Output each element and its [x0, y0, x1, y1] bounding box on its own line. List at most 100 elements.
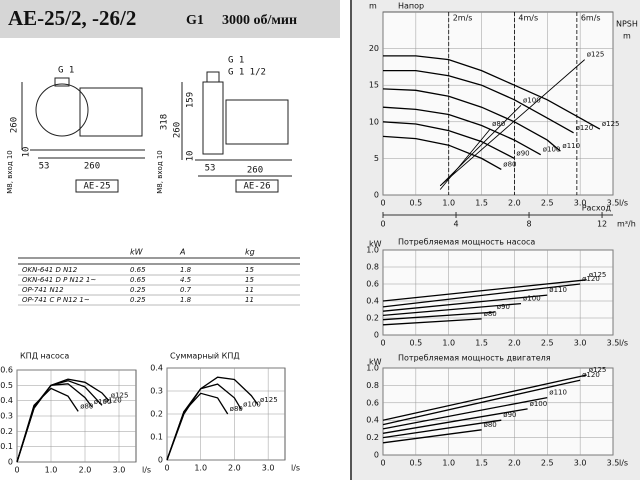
curve [382, 396, 548, 430]
y-tick-label: 0.3 [0, 412, 13, 421]
label-box [235, 179, 279, 193]
y-tick-label: 0 [374, 451, 379, 460]
curve-label: ø100 [530, 400, 548, 408]
x-tick-label: 2.5 [541, 199, 554, 208]
x-axis-label: l/s [619, 339, 628, 348]
y-tick-label: 0.6 [366, 280, 379, 289]
dim-length: 260 [247, 166, 263, 176]
x-tick-label: 3.0 [574, 339, 587, 348]
curve [382, 135, 502, 170]
y-tick-label: 0.2 [366, 433, 379, 442]
curve [382, 294, 548, 312]
dim-base: 10 [22, 147, 32, 158]
curve [166, 392, 229, 461]
y-tick-label: 20 [369, 44, 379, 53]
x-tick-label: 3.0 [262, 464, 275, 473]
y-tick-label: 0 [158, 456, 163, 465]
y-tick-label: 15 [369, 81, 379, 90]
chart-title: Напор [398, 2, 424, 11]
x-tick-label: 2.0 [79, 466, 92, 475]
x-tick-label: 1.0 [442, 339, 455, 348]
table-cell: 0.65 [130, 266, 146, 274]
y-tick-label: 0 [374, 191, 379, 200]
y-tick-label: 0.2 [150, 410, 163, 419]
table-cell: OKN-641 D N12 [22, 266, 78, 274]
x-tick-label: 0 [380, 199, 385, 208]
dim-top: 159 [186, 92, 196, 108]
outlet [206, 71, 220, 83]
dim-base: 10 [186, 151, 196, 162]
x-tick-label: 1.5 [475, 339, 488, 348]
dim-length: 260 [84, 162, 100, 172]
x-tick-label: 2.5 [541, 339, 554, 348]
table-cell: 11 [245, 286, 254, 294]
curve [382, 311, 495, 321]
label-box [75, 179, 119, 193]
table-header: kg [245, 248, 255, 257]
curve [382, 374, 587, 421]
curve [166, 376, 259, 461]
dim-height: 318 [160, 114, 170, 130]
y-tick-label: 0.4 [150, 364, 163, 373]
x-tick-label: 0.5 [409, 339, 422, 348]
x-tick-label: 0 [380, 339, 385, 348]
x2-tick-label: 0 [380, 220, 385, 229]
curve [439, 59, 585, 187]
drawing-ae25: G 1 260 10 53 260 M8, вход 10 AE-25 [6, 66, 145, 194]
curve [382, 283, 581, 308]
curve-label: ø80 [503, 160, 516, 168]
x-tick-label: 1.5 [475, 199, 488, 208]
curve-label: ø120 [576, 124, 594, 132]
curve-label: ø120 [582, 275, 600, 283]
velocity-label: 4m/s [518, 14, 538, 23]
dim-offset: 53 [205, 164, 216, 174]
curve [382, 419, 502, 439]
x-tick-label: 3.5 [607, 199, 620, 208]
header-connection: G1 [186, 13, 204, 28]
curve-label: ø110 [549, 389, 567, 397]
chart-title: Потребляемая мощность насоса [398, 238, 535, 247]
outlet-label: G 1 1/2 [228, 68, 266, 78]
table-cell: 1.8 [180, 296, 192, 304]
x-tick-label: 3.0 [574, 199, 587, 208]
x2-tick-label: 12 [597, 220, 607, 229]
x-tick-label: 2.0 [508, 459, 521, 468]
y-tick-label: 0.8 [366, 263, 379, 272]
inlet [54, 77, 70, 87]
motor [79, 87, 143, 137]
x2-tick-label: 4 [453, 220, 458, 229]
curve-label: ø125 [111, 392, 129, 400]
y-tick-label: 10 [369, 117, 379, 126]
curve-label: ø110 [562, 142, 580, 150]
y-tick-label: 0.2 [366, 314, 379, 323]
y-tick-label: 5 [374, 154, 379, 163]
table-header: kW [130, 248, 144, 257]
curve [382, 318, 482, 326]
curve-label: ø110 [549, 286, 567, 294]
curve [382, 88, 561, 152]
y-tick-label: 0 [374, 331, 379, 340]
y-tick-label: 0.6 [0, 366, 13, 375]
mount-note: M8, вход 10 [6, 150, 14, 193]
x-tick-label: 0.5 [409, 199, 422, 208]
x-tick-label: 0.5 [409, 459, 422, 468]
curve-label: ø90 [497, 303, 510, 311]
table-cell: 11 [245, 296, 254, 304]
y2-axis-label: NPSH [616, 20, 638, 29]
curve [382, 302, 522, 317]
curve-label: ø90 [503, 411, 516, 419]
curve-label: ø100 [243, 400, 261, 408]
y2-unit: m [623, 32, 631, 41]
x-tick-label: 2.0 [508, 339, 521, 348]
chart-title: КПД насоса [20, 352, 69, 361]
curve-label: ø100 [523, 295, 541, 303]
curve [382, 408, 528, 434]
table-cell: 4.5 [180, 276, 192, 284]
velocity-label: 6m/s [581, 14, 601, 23]
x-tick-label: 0 [380, 459, 385, 468]
y-tick-label: 0.4 [366, 416, 379, 425]
x-axis-label: l/s [619, 459, 628, 468]
curve-label: ø100 [523, 96, 541, 104]
y-tick-label: 0.3 [150, 387, 163, 396]
